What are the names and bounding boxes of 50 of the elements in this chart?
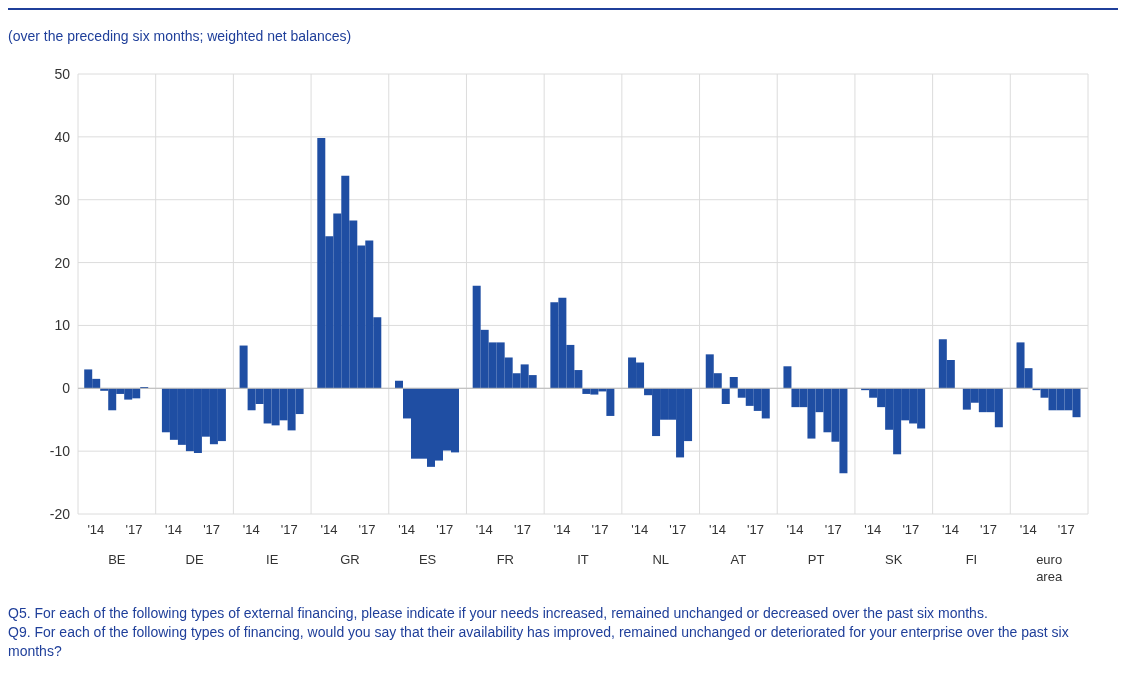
text: '17 [436,522,454,537]
text: '14 [242,522,260,537]
x-tick-label: ES [418,552,437,567]
text: '14 [398,522,416,537]
x-tick-label: GR [340,552,360,567]
text: '14 [165,522,183,537]
y-tick-label: 0 [62,380,71,397]
text: '14 [708,522,726,537]
text: Q5. For each of the following types of external financing, please indicate if your needs increased, remained unchanged or decreased over the past six months. [8,604,989,623]
x-tick-label: PT [807,552,825,567]
y-tick-label: -20 [49,505,71,522]
text: '14 [786,522,804,537]
y-tick-label: 50 [54,65,71,82]
text: '17 [980,522,998,537]
text: '14 [475,522,493,537]
text: '17 [902,522,920,537]
x-tick-label: euro area [1036,552,1063,584]
text: '17 [513,522,531,537]
text: '17 [125,522,143,537]
x-tick-label: IE [266,552,279,567]
y-tick-label: 40 [54,128,71,145]
text: '14 [87,522,105,537]
text: '17 [358,522,376,537]
text: '17 [591,522,609,537]
text: '17 [824,522,842,537]
y-tick-label: -10 [49,443,71,460]
x-tick-label: FR [496,552,514,567]
x-tick-label: FI [965,552,978,567]
text: '14 [1019,522,1037,537]
y-tick-label: 10 [54,317,71,334]
text: '17 [203,522,221,537]
text: '14 [320,522,338,537]
text: '17 [280,522,298,537]
text: '14 [942,522,959,537]
text: '14 [553,522,571,537]
text: '17 [747,522,764,537]
x-tick-label: SK [885,552,903,567]
x-tick-label: IT [577,552,589,567]
text: Q9. For each of the following types of financing, would you say that their availability has improved, remained unchanged or deteriorated for your enterprise over the past six months? [8,623,1070,661]
x-tick-label: BE [108,552,126,567]
text: '14 [864,522,882,537]
x-tick-label: DE [185,552,204,567]
y-tick-label: 30 [54,191,71,208]
x-tick-label: NL [652,552,669,567]
text: '17 [1057,522,1075,537]
x-tick-label: AT [730,552,747,567]
y-tick-label: 20 [54,254,71,271]
chart-subtitle: (over the preceding six months; weighted net balances) [8,28,353,44]
text: '14 [631,522,649,537]
text: '17 [669,522,687,537]
